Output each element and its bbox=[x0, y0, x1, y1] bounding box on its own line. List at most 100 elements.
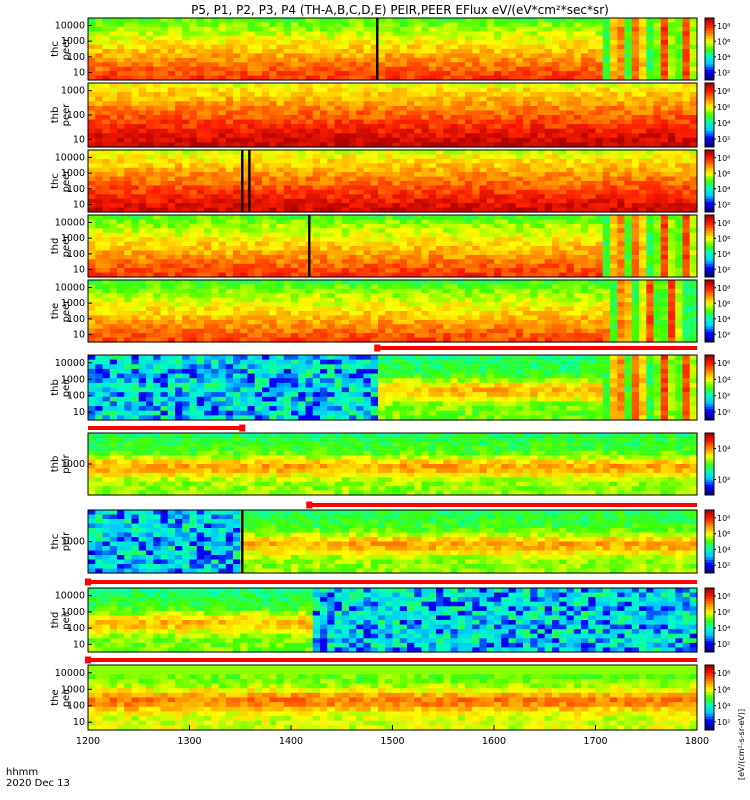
panel-9-colorbar: 10² 10⁴ 10⁶ 10⁸ bbox=[704, 587, 730, 653]
panel-5-frame bbox=[87, 279, 698, 343]
x-tick-label-4: 1500 bbox=[380, 736, 404, 747]
panel-4-cb-tick-1: 10² bbox=[717, 265, 730, 274]
panel-2-cb-tick-2: 10⁴ bbox=[717, 119, 730, 128]
panel-5-cb-tick-1: 10² bbox=[717, 330, 730, 339]
panel-2-ytick-label-3: 1000 bbox=[61, 86, 85, 97]
panel-2-colorbar: 10² 10⁴ 10⁶ 10⁸ bbox=[704, 82, 730, 148]
missing-data-marker-2 bbox=[239, 424, 246, 432]
panel-10-cb-tick-3: 10⁶ bbox=[717, 685, 730, 694]
panel-1-ytick-label-2: 100 bbox=[67, 52, 85, 63]
missing-data-bar-1 bbox=[377, 346, 697, 350]
figure-title: P5, P1, P2, P3, P4 (TH-A,B,C,D,E) PEIR,P… bbox=[191, 3, 609, 17]
panel-1-ytick-label-4: 10000 bbox=[55, 20, 85, 31]
panel-10-cb-tick-2: 10⁴ bbox=[717, 702, 730, 711]
panel-5-ytick-label-3: 1000 bbox=[61, 298, 85, 309]
panel-8-dropout-1 bbox=[241, 510, 244, 573]
date-label: 2020 Dec 13 bbox=[6, 778, 70, 789]
panel-3-cb-tick-1: 10² bbox=[717, 200, 730, 209]
panel-5-ytick-label-2: 100 bbox=[67, 314, 85, 325]
panel-1-ylabel: thcpeer bbox=[50, 37, 72, 61]
panel-7-ytick-label-1: 1000 bbox=[61, 459, 85, 470]
missing-data-marker-1 bbox=[374, 344, 381, 352]
panel-4-cb-tick-4: 10⁸ bbox=[717, 219, 730, 228]
panel-9-cb-tick-2: 10⁴ bbox=[717, 624, 730, 633]
panel-10-cb-tick-4: 10⁸ bbox=[717, 669, 730, 678]
x-tick-label-7: 1800 bbox=[685, 736, 709, 747]
panel-2-cb-tick-3: 10⁶ bbox=[717, 103, 730, 112]
panel-6-ylabel: thbpeir bbox=[50, 377, 72, 397]
panel-10-cb-tick-1: 10² bbox=[717, 718, 730, 727]
x-tick-label-2: 1300 bbox=[177, 736, 201, 747]
missing-data-marker-5 bbox=[85, 656, 91, 664]
colorbar-unit-label: [eV/(cm²-s-sr-eV)] bbox=[737, 709, 746, 780]
panel-9-ytick-label-1: 10 bbox=[73, 639, 85, 650]
panel-2-ytick-label-1: 10 bbox=[73, 134, 85, 145]
panel-4-ytick-label-4: 10000 bbox=[55, 217, 85, 228]
panel-4-colorbar: 10² 10⁴ 10⁶ 10⁸ bbox=[704, 214, 730, 278]
panel-1-frame bbox=[87, 17, 698, 81]
panel-10-colorbar: 10² 10⁴ 10⁶ 10⁸ bbox=[704, 664, 730, 731]
panel-3-ytick-label-4: 10000 bbox=[55, 152, 85, 163]
panel-6-ytick-label-1: 10 bbox=[73, 407, 85, 418]
panel-3-cb-tick-2: 10⁴ bbox=[717, 185, 730, 194]
panel-8-colorbar: 10² 10⁴ 10⁶ 10⁸ bbox=[704, 509, 730, 574]
missing-data-bar-4 bbox=[88, 580, 697, 584]
panel-9-ytick-label-4: 10000 bbox=[55, 591, 85, 602]
panel-9-heatmap bbox=[88, 588, 698, 653]
panel-10-ytick-label-4: 10000 bbox=[55, 668, 85, 679]
panel-8-cb-tick-1: 10² bbox=[717, 561, 730, 570]
panel-8-ytick-label-1: 1000 bbox=[61, 537, 85, 548]
panel-5-colorbar: 10² 10⁴ 10⁶ 10⁸ bbox=[704, 279, 730, 343]
panel-3-cb-tick-3: 10⁶ bbox=[717, 169, 730, 178]
panel-3-frame bbox=[87, 149, 698, 213]
panel-5-heatmap bbox=[88, 280, 698, 343]
panel-1-dropout-1 bbox=[376, 18, 379, 80]
panel-8-cb-tick-4: 10⁸ bbox=[717, 514, 730, 523]
panel-1-cb-tick-2: 10⁴ bbox=[717, 53, 730, 62]
panel-7-ylabel: thbpeir bbox=[50, 453, 72, 473]
panel-3-heatmap bbox=[88, 150, 698, 213]
panel-2-ylabel: thbpeer bbox=[50, 103, 72, 127]
panel-3-dropout-1 bbox=[241, 150, 244, 212]
panel-7-colorbar: 10² 10⁴ bbox=[704, 432, 730, 496]
panel-4-heatmap bbox=[88, 215, 698, 278]
panel-4-cb-tick-3: 10⁶ bbox=[717, 234, 730, 243]
panel-1-ytick-label-1: 10 bbox=[73, 68, 85, 79]
x-tick-label-5: 1600 bbox=[482, 736, 506, 747]
panel-2-ytick-label-2: 100 bbox=[67, 110, 85, 121]
panel-3-cb-tick-4: 10⁸ bbox=[717, 154, 730, 163]
panel-8-cb-tick-2: 10⁴ bbox=[717, 545, 730, 554]
x-tick-label-1: 1200 bbox=[76, 736, 100, 747]
panel-1-heatmap bbox=[88, 18, 698, 81]
panel-6-ytick-label-3: 1000 bbox=[61, 374, 85, 385]
panel-6-cb-tick-2: 10² bbox=[717, 392, 730, 401]
panel-4-ytick-label-1: 10 bbox=[73, 265, 85, 276]
panel-3-colorbar: 10² 10⁴ 10⁶ 10⁸ bbox=[704, 149, 730, 213]
panel-10-ytick-label-2: 100 bbox=[67, 701, 85, 712]
panel-2-cb-tick-4: 10⁸ bbox=[717, 87, 730, 96]
panel-5-cb-tick-2: 10⁴ bbox=[717, 315, 730, 324]
missing-data-bar-3 bbox=[309, 503, 697, 507]
panel-4-frame bbox=[87, 214, 698, 278]
panel-7-heatmap bbox=[88, 433, 698, 496]
panel-5-ylabel: thepeer bbox=[50, 299, 72, 323]
panel-9-cb-tick-3: 10⁶ bbox=[717, 608, 730, 617]
panel-6-heatmap bbox=[88, 355, 698, 421]
panel-4-ytick-label-2: 100 bbox=[67, 249, 85, 260]
panel-6-colorbar: 10⁰ 10² 10⁴ 10⁶ bbox=[704, 354, 730, 421]
panel-10-ytick-label-1: 10 bbox=[73, 717, 85, 728]
missing-data-bar-2 bbox=[88, 426, 243, 430]
panel-1-cb-tick-4: 10⁸ bbox=[717, 22, 730, 31]
panel-3-ytick-label-1: 10 bbox=[73, 200, 85, 211]
panel-4-cb-tick-2: 10⁴ bbox=[717, 250, 730, 259]
panel-10-ytick-label-3: 1000 bbox=[61, 684, 85, 695]
